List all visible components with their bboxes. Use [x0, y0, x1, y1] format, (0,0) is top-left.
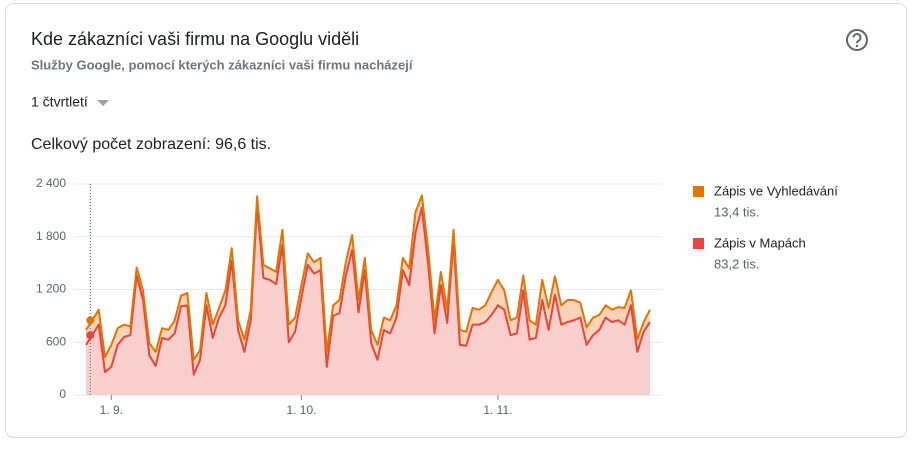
x-tick-label: 1. 9.: [100, 403, 123, 417]
legend-swatch: [693, 186, 704, 197]
legend-label: Zápis ve Vyhledávání: [714, 183, 838, 198]
dropdown-arrow[interactable]: [97, 100, 109, 106]
legend-label: Zápis v Mapách: [714, 235, 806, 250]
legend-total: 83,2 tis.: [714, 256, 760, 271]
series-line: [85, 194, 651, 361]
legend-swatch: [693, 238, 704, 249]
hover-dot: [86, 316, 95, 325]
help-circle[interactable]: [846, 29, 868, 51]
card-subtitle: Služby Google, pomocí kterých zákazníci …: [31, 57, 413, 72]
y-tick-label: 2 400: [36, 176, 66, 190]
x-tick-label: 1. 10.: [286, 403, 316, 417]
legend-total: 13,4 tis.: [714, 204, 760, 219]
series-line: [85, 204, 651, 376]
card-title: Kde zákazníci vaši firmu na Googlu viděl…: [31, 29, 359, 49]
hover-dot: [86, 331, 95, 340]
x-tick-label: 1. 11.: [483, 403, 512, 417]
help-icon[interactable]: [846, 29, 868, 51]
area-band: [86, 205, 650, 395]
y-tick-label: 0: [59, 387, 66, 401]
help-mark[interactable]: [852, 33, 862, 44]
summary: Celkový počet zobrazení: 96,6 tis.: [31, 136, 271, 153]
period-dropdown[interactable]: 1 čtvrtletí: [31, 94, 109, 110]
plot: 0 600 1 200 1 800 2 400 1. 9. 1. 10. 1. 11.: [36, 176, 662, 417]
help-dot[interactable]: [855, 44, 859, 48]
legend: Zápis ve Vyhledávání 13,4 tis. Zápis v Map…: [693, 183, 838, 271]
period-label[interactable]: 1 čtvrtletí: [31, 94, 88, 110]
y-tick-label: 1 800: [36, 229, 66, 243]
y-tick-label: 1 200: [36, 282, 66, 296]
y-tick-label: 600: [46, 334, 66, 348]
